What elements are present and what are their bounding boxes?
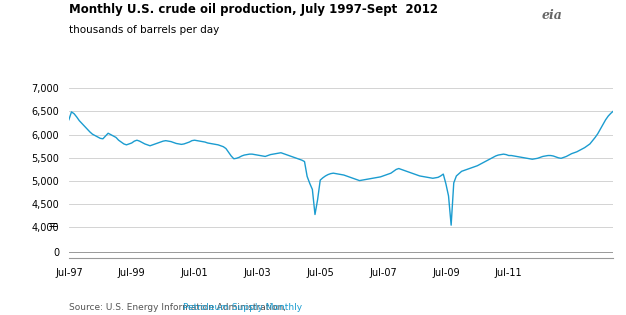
Text: thousands of barrels per day: thousands of barrels per day bbox=[69, 25, 219, 35]
Text: =: = bbox=[48, 219, 58, 232]
Text: Petroleum Supply Monthly: Petroleum Supply Monthly bbox=[183, 303, 302, 312]
Text: Monthly U.S. crude oil production, July 1997-Sept  2012: Monthly U.S. crude oil production, July … bbox=[69, 3, 438, 16]
Text: Source: U.S. Energy Information Administration,: Source: U.S. Energy Information Administ… bbox=[69, 303, 289, 312]
Text: eia: eia bbox=[541, 9, 562, 22]
